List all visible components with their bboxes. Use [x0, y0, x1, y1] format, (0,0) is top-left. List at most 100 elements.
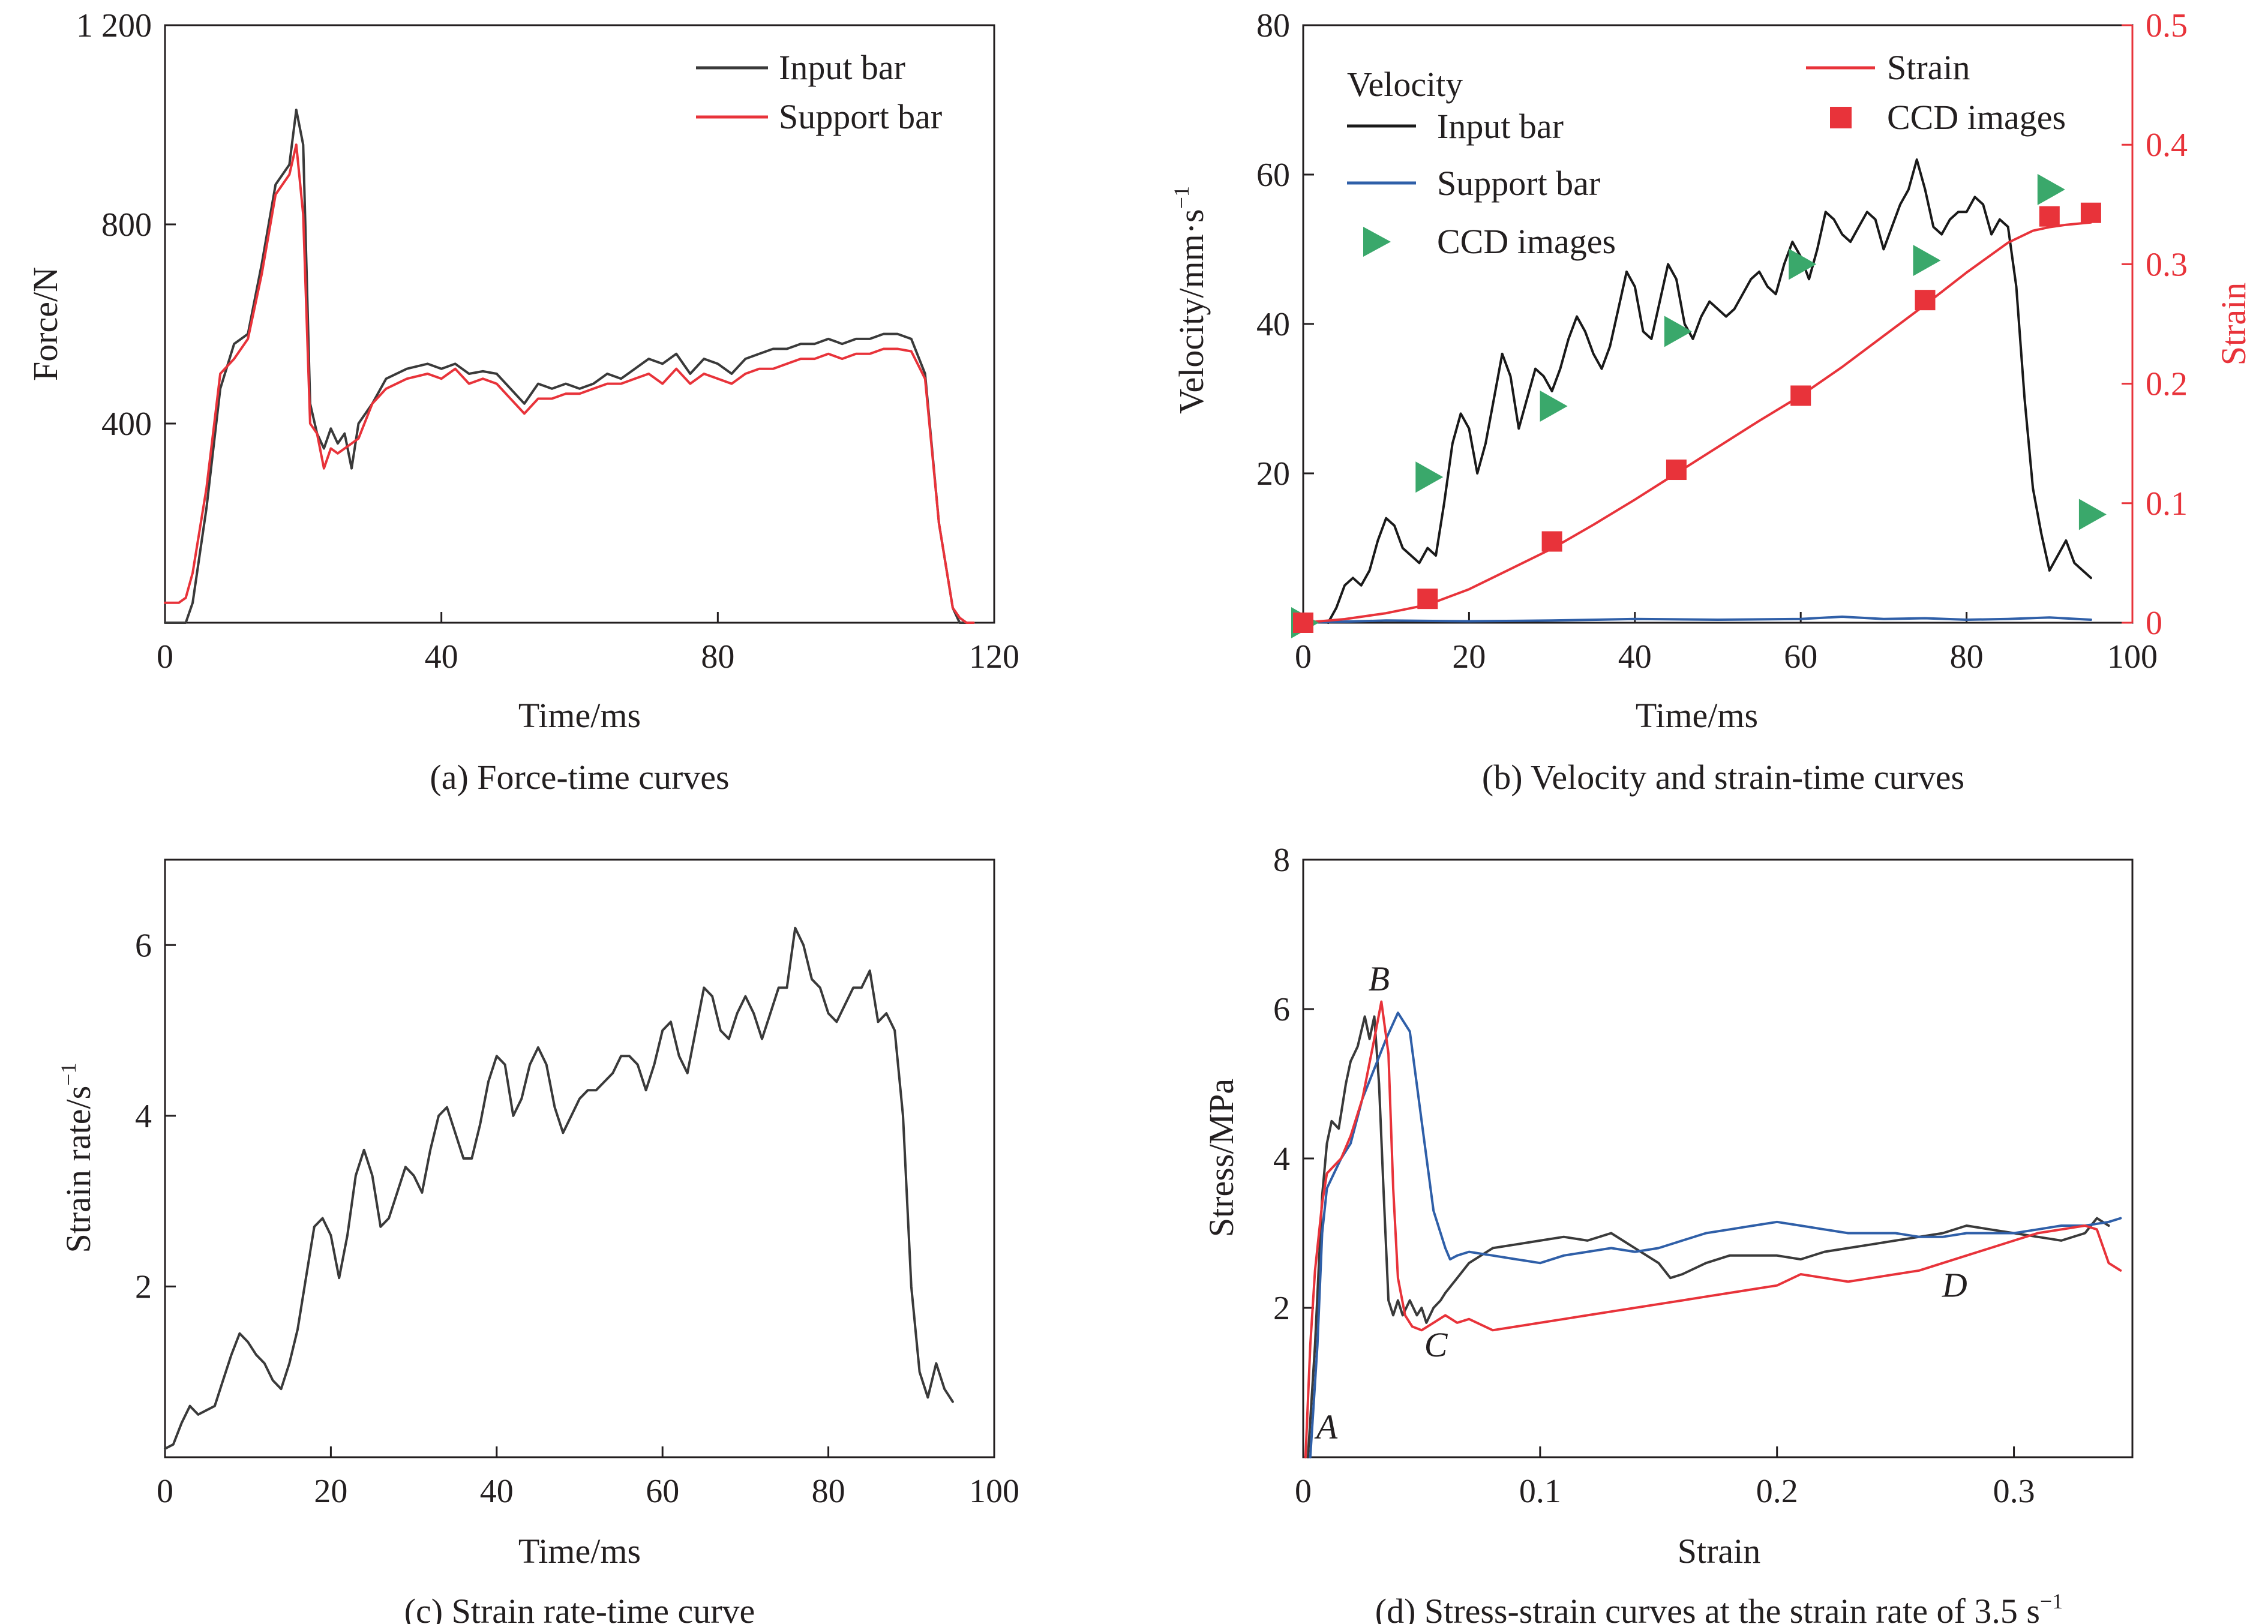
y-axis-label-c-sup: −1 [56, 1063, 80, 1086]
y-tick-label-c-1: 4 [135, 1098, 152, 1135]
legend-label-input-bar-a: Input bar [779, 48, 905, 87]
legend-a: Input bar Support bar [696, 48, 942, 136]
marker-square-b-3 [1666, 460, 1687, 481]
y2-axis-label-b: Strain [2214, 283, 2253, 366]
x-tick-label-b-4: 80 [1950, 638, 1984, 676]
y-axis-label-d: Stress/MPa [1202, 1079, 1241, 1237]
y-tick-label-d-0: 2 [1273, 1290, 1290, 1327]
plot-frame-c [164, 858, 995, 1458]
x-tick-label-d-3: 0.3 [1993, 1473, 2035, 1510]
chart-panel-b: 0 20 40 60 80 100 20 40 60 80 0 0.1 0.2 0.3 0.4 0.5 Vel… [1169, 7, 2253, 797]
chart-panel-d: 0 0.1 0.2 0.3 2 4 6 8 A B C D Strain Stress/MPa (d… [1202, 842, 2134, 1624]
y-tick-label-b-2: 60 [1256, 157, 1290, 194]
annotation-d-2: C [1424, 1325, 1448, 1364]
y-tick-label-c-2: 6 [135, 927, 152, 964]
marker-square-b-1 [1417, 589, 1438, 610]
y-axis-label-c-text: Strain rate/s [59, 1086, 98, 1253]
x-tick-label-c-4: 80 [812, 1473, 845, 1510]
plot-frame-a [164, 24, 995, 624]
caption-b: (b) Velocity and strain-time curves [1482, 758, 1964, 797]
y-tick-label-d-1: 4 [1273, 1140, 1290, 1178]
y-axis-label-b-sup: −1 [1169, 186, 1193, 209]
annotation-d-0: A [1314, 1407, 1338, 1446]
legend-label-ccd-triangle-b: CCD images [1437, 222, 1616, 261]
x-tick-label-a-3: 120 [969, 638, 1019, 676]
legend-swatch-ccd-square-b [1830, 107, 1852, 128]
marker-triangle-b-5 [1913, 245, 1941, 277]
series-c [164, 926, 954, 1450]
legend-label-ccd-square-b: CCD images [1887, 98, 2066, 137]
caption-d: (d) Stress-strain curves at the strain r… [1375, 1589, 2063, 1624]
y2-tick-label-b-1: 0.1 [2146, 485, 2188, 523]
y-axis-label-b: Velocity/mm·s−1 [1169, 186, 1211, 414]
caption-c: (c) Strain rate-time curve [404, 1592, 755, 1624]
ticks-c: 0 20 40 60 80 100 2 4 6 [135, 927, 1019, 1510]
marker-triangle-b-7 [2078, 499, 2107, 530]
y-tick-label-a-1: 800 [101, 206, 152, 244]
x-tick-label-b-5: 100 [2107, 638, 2158, 676]
y-tick-label-a-2: 1 200 [76, 7, 152, 44]
y2-tick-label-b-4: 0.4 [2146, 127, 2188, 164]
y2-tick-label-b-0: 0 [2146, 605, 2162, 642]
annotation-d-3: D [1942, 1265, 1967, 1304]
x-tick-label-b-3: 60 [1784, 638, 1817, 676]
marker-square-b-2 [1541, 531, 1562, 552]
x-tick-label-b-0: 0 [1295, 638, 1312, 676]
ticks-a: 0 40 80 120 400 800 1 200 [76, 7, 1019, 676]
series-line-b-1 [1302, 616, 2092, 624]
series-line-c-0 [164, 926, 954, 1450]
y-axis-label-a: Force/N [26, 267, 65, 381]
x-tick-label-d-1: 0.1 [1519, 1473, 1561, 1510]
marker-triangle-b-1 [1415, 461, 1444, 493]
y2-tick-label-b-2: 0.2 [2146, 366, 2188, 403]
marker-triangle-b-3 [1664, 316, 1692, 347]
marker-triangle-b-4 [1789, 248, 1817, 280]
marker-triangle-b-6 [2037, 173, 2065, 205]
legend-title-velocity-b: Velocity [1347, 65, 1463, 104]
y-axis-label-b-text: Velocity/mm·s [1172, 209, 1211, 414]
x-tick-label-c-1: 20 [314, 1473, 347, 1510]
caption-d-text: (d) Stress-strain curves at the strain r… [1375, 1592, 2040, 1624]
ticks-d: 0 0.1 0.2 0.3 2 4 6 8 [1273, 842, 2035, 1510]
marker-square-b-6 [2039, 206, 2060, 227]
y-tick-label-d-3: 8 [1273, 842, 1290, 879]
series-a [164, 109, 975, 624]
y-tick-label-d-2: 6 [1273, 991, 1290, 1028]
marker-square-b-5 [1915, 290, 1936, 311]
series-b [1291, 158, 2107, 638]
marker-square-b-0 [1293, 613, 1313, 633]
y-tick-label-b-1: 40 [1256, 306, 1290, 343]
marker-square-b-7 [2080, 202, 2101, 223]
series-line-d-0 [1306, 1015, 2110, 1458]
chart-panel-a: 0 40 80 120 400 800 1 200 Input bar Support ba… [26, 7, 1019, 797]
legend-label-input-bar-b: Input bar [1437, 107, 1564, 146]
x-tick-label-c-5: 100 [969, 1473, 1019, 1510]
legend-label-support-bar-b: Support bar [1437, 164, 1600, 203]
x-axis-label-c: Time/ms [518, 1532, 641, 1571]
series-line-d-2 [1304, 1000, 2122, 1458]
legend-label-support-bar-a: Support bar [779, 97, 942, 136]
annotation-d-1: B [1369, 959, 1390, 998]
x-tick-label-a-0: 0 [157, 638, 173, 676]
y-tick-label-a-0: 400 [101, 406, 152, 443]
caption-d-sup: −1 [2040, 1589, 2063, 1613]
series-line-d-1 [1309, 1011, 2122, 1458]
x-tick-label-c-2: 40 [480, 1473, 514, 1510]
legend-swatch-ccd-triangle-b [1363, 227, 1391, 257]
series-line-a-0 [164, 109, 975, 624]
x-axis-label-b: Time/ms [1636, 696, 1758, 735]
x-axis-label-d: Strain [1678, 1532, 1761, 1571]
legend-label-strain-b: Strain [1887, 48, 1970, 87]
y-axis-label-c: Strain rate/s−1 [56, 1063, 98, 1253]
series-d: A B C D [1304, 959, 2122, 1458]
x-tick-label-c-0: 0 [157, 1473, 173, 1510]
caption-a: (a) Force-time curves [430, 758, 729, 797]
series-line-a-1 [164, 143, 975, 624]
ticks-b: 0 20 40 60 80 100 20 40 60 80 0 0.1 0.2 0.3 0.4 0.5 [1256, 7, 2188, 676]
x-tick-label-a-1: 40 [425, 638, 458, 676]
marker-square-b-4 [1790, 385, 1811, 406]
y-tick-label-b-3: 80 [1256, 7, 1290, 44]
series-line-b-0 [1327, 158, 2092, 624]
